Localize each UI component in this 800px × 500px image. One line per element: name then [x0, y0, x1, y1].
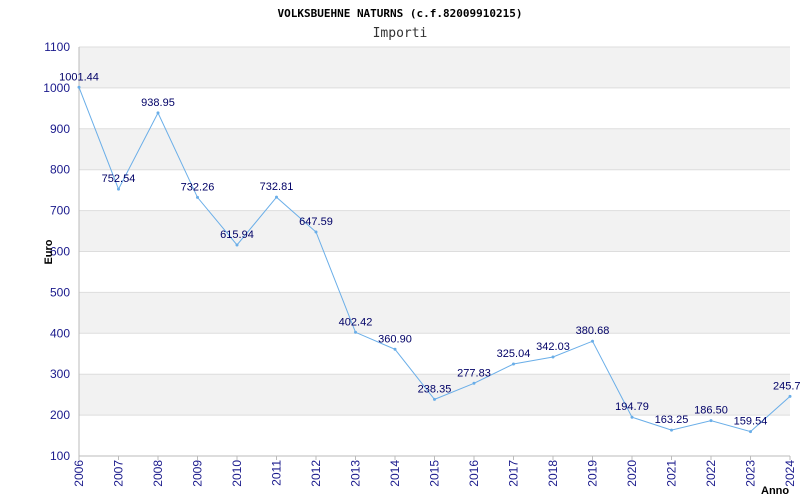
y-axis-ticks: 100 200 300 400 500 600 700 800 900 1000 1100	[43, 40, 70, 463]
grid-band	[79, 292, 790, 334]
y-tick-label: 300	[50, 367, 70, 381]
x-tick-label: 2017	[507, 460, 521, 487]
y-tick-label: 200	[50, 408, 70, 422]
x-tick-label: 2008	[151, 460, 165, 487]
data-point	[749, 430, 752, 434]
data-point	[788, 394, 792, 398]
chart-subtitle: Importi	[373, 26, 428, 41]
y-tick-label: 600	[50, 245, 70, 259]
data-label: 938.95	[141, 97, 175, 109]
x-tick-label: 2019	[586, 460, 600, 487]
data-point	[472, 381, 476, 385]
x-tick-label: 2015	[428, 460, 442, 487]
data-point	[709, 419, 713, 423]
data-point	[275, 195, 278, 199]
grid-band	[79, 47, 790, 88]
x-tick-label: 2011	[270, 460, 284, 486]
x-tick-label: 2018	[546, 460, 560, 487]
data-label: 1001.44	[59, 71, 99, 83]
series-group	[77, 85, 792, 434]
x-tick-label: 2023	[744, 460, 758, 487]
data-labels: 1001.44 752.54 938.95 732.26 615.94 732.81 647…	[59, 71, 800, 427]
data-point	[393, 347, 397, 351]
y-tick-label: 1100	[44, 40, 70, 54]
x-tick-label: 2007	[112, 460, 126, 487]
x-tick-label: 2009	[191, 460, 205, 487]
x-tick-label: 2010	[230, 460, 244, 487]
y-tick-label: 400	[50, 326, 70, 340]
data-label: 402.42	[339, 316, 373, 328]
data-point	[156, 111, 160, 115]
data-label: 380.68	[576, 325, 610, 337]
data-label: 342.03	[536, 341, 570, 353]
y-tick-label: 1000	[43, 81, 70, 95]
data-label: 194.79	[615, 401, 649, 413]
data-point	[196, 195, 199, 199]
data-label: 647.59	[299, 216, 333, 228]
data-label: 245.7	[773, 380, 800, 392]
data-label: 186.50	[694, 405, 728, 417]
data-label: 159.54	[734, 416, 768, 428]
x-axis-ticks: 2006 2007 2008 2009 2010 2011 2012 2013 2014 2015…	[72, 456, 797, 487]
data-point	[591, 339, 594, 343]
x-tick-label: 2016	[467, 460, 481, 487]
data-point	[354, 330, 357, 334]
data-point	[551, 355, 555, 359]
data-label: 732.26	[181, 181, 215, 193]
data-label: 325.04	[497, 348, 531, 360]
data-label: 163.25	[655, 414, 689, 426]
x-tick-label: 2006	[72, 460, 86, 487]
x-tick-label: 2012	[309, 460, 323, 487]
grid-band	[79, 128, 790, 170]
x-tick-label: 2013	[349, 460, 363, 487]
data-label: 360.90	[378, 333, 412, 345]
grid-bands	[79, 47, 790, 416]
data-point	[670, 428, 673, 432]
data-point	[433, 397, 436, 401]
data-point	[512, 362, 515, 366]
x-tick-label: 2014	[388, 460, 402, 487]
data-label: 277.83	[457, 367, 491, 379]
x-tick-label: 2022	[704, 460, 718, 487]
grid-band	[79, 374, 790, 416]
x-axis-label: Anno	[761, 485, 789, 497]
data-point	[117, 187, 120, 191]
x-tick-label: 2024	[783, 460, 797, 487]
y-tick-label: 700	[50, 204, 70, 218]
y-tick-label: 500	[50, 285, 70, 299]
data-point	[314, 230, 318, 234]
grid-lines	[79, 46, 790, 457]
data-label: 615.94	[220, 229, 254, 241]
y-tick-label: 900	[50, 122, 70, 136]
y-axis-label: Euro	[43, 239, 55, 264]
data-point	[235, 243, 239, 247]
data-label: 732.81	[260, 181, 294, 193]
y-tick-label: 100	[50, 449, 70, 463]
grid-band	[79, 210, 790, 252]
chart-title: VOLKSBUEHNE NATURNS (c.f.82009910215)	[277, 7, 522, 20]
x-tick-label: 2021	[665, 460, 679, 487]
data-point	[630, 415, 634, 419]
x-tick-label: 2020	[625, 460, 639, 487]
data-label: 752.54	[102, 173, 136, 185]
data-label: 238.35	[418, 383, 452, 395]
y-tick-label: 800	[50, 163, 70, 177]
data-point	[77, 85, 81, 89]
